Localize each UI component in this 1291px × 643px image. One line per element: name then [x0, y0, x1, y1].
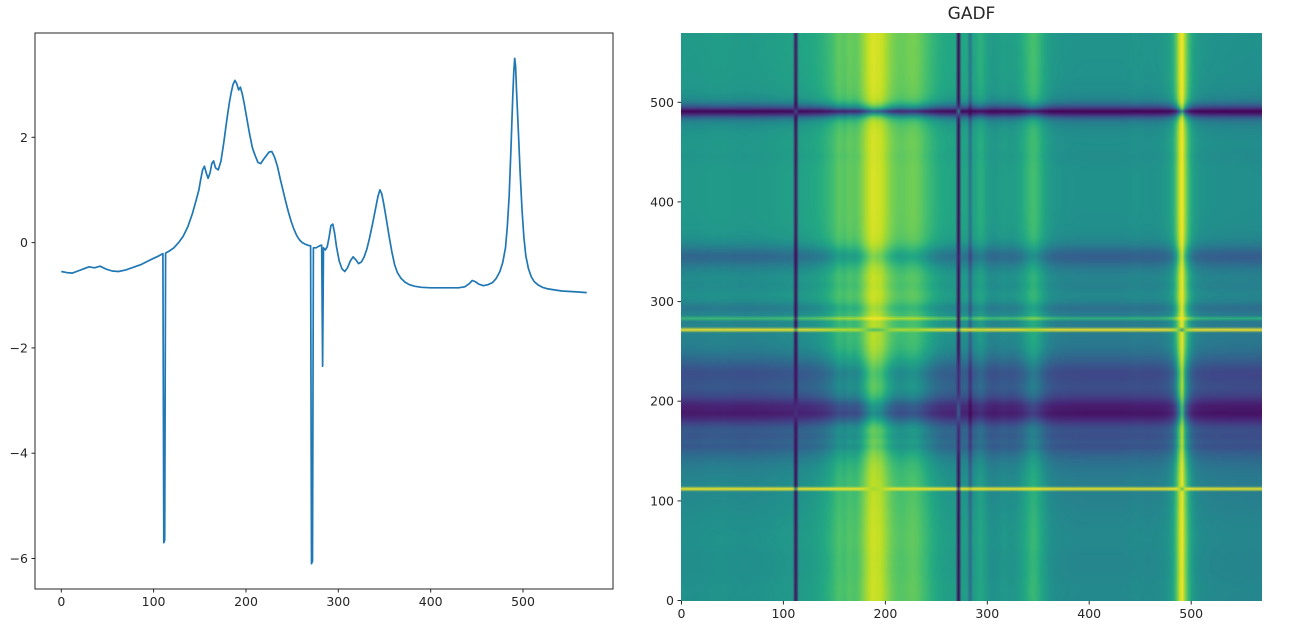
- y-tick-label: −4: [10, 446, 28, 461]
- x-tick-label: 400: [419, 594, 443, 609]
- gadf-heatmap-image: [681, 33, 1262, 601]
- heatmap-y-tick-label: 500: [650, 95, 674, 110]
- heatmap-y-tick-label: 400: [650, 194, 674, 209]
- series-line: [61, 57, 587, 565]
- heatmap-x-tick-label: 300: [975, 606, 999, 621]
- heatmap-x-tick-label: 200: [873, 606, 897, 621]
- left-plot-axes-frame: [34, 32, 614, 590]
- y-tick-label: −2: [10, 340, 28, 355]
- gadf-title: GADF: [947, 4, 996, 24]
- y-tick-label: 0: [20, 235, 28, 250]
- x-tick-label: 500: [511, 594, 535, 609]
- heatmap-x-tick-label: 0: [678, 606, 686, 621]
- heatmap-x-tick-label: 500: [1179, 606, 1203, 621]
- heatmap-y-tick-label: 300: [650, 294, 674, 309]
- y-tick-label: 2: [20, 130, 28, 145]
- x-tick-label: 300: [326, 594, 350, 609]
- heatmap-y-tick-label: 100: [650, 493, 674, 508]
- heatmap-x-tick-label: 100: [771, 606, 795, 621]
- x-tick-label: 200: [234, 594, 258, 609]
- y-tick-label: −6: [10, 551, 28, 566]
- x-tick-label: 100: [142, 594, 166, 609]
- x-tick-label: 0: [57, 594, 65, 609]
- heatmap-y-tick-label: 0: [666, 593, 674, 608]
- heatmap-x-tick-label: 400: [1077, 606, 1101, 621]
- heatmap-y-tick-label: 200: [650, 394, 674, 409]
